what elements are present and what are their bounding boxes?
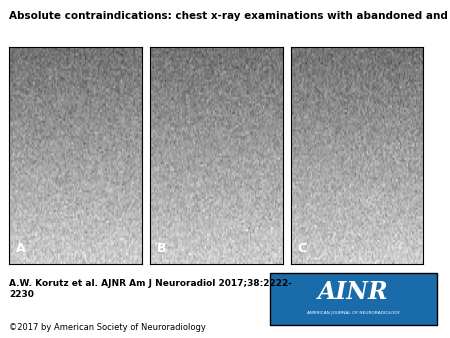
Text: B: B <box>157 242 166 255</box>
Text: C: C <box>297 242 306 255</box>
FancyBboxPatch shape <box>270 272 436 324</box>
Text: AMERICAN JOURNAL OF NEURORADIOLOGY: AMERICAN JOURNAL OF NEURORADIOLOGY <box>307 311 400 315</box>
Text: Absolute contraindications: chest x-ray examinations with abandoned and epicardi: Absolute contraindications: chest x-ray … <box>9 11 450 21</box>
Text: A: A <box>16 242 25 255</box>
Text: ©2017 by American Society of Neuroradiology: ©2017 by American Society of Neuroradiol… <box>9 323 206 332</box>
Text: AINR: AINR <box>318 280 388 304</box>
Text: A.W. Korutz et al. AJNR Am J Neuroradiol 2017;38:2222-
2230: A.W. Korutz et al. AJNR Am J Neuroradiol… <box>9 279 292 299</box>
